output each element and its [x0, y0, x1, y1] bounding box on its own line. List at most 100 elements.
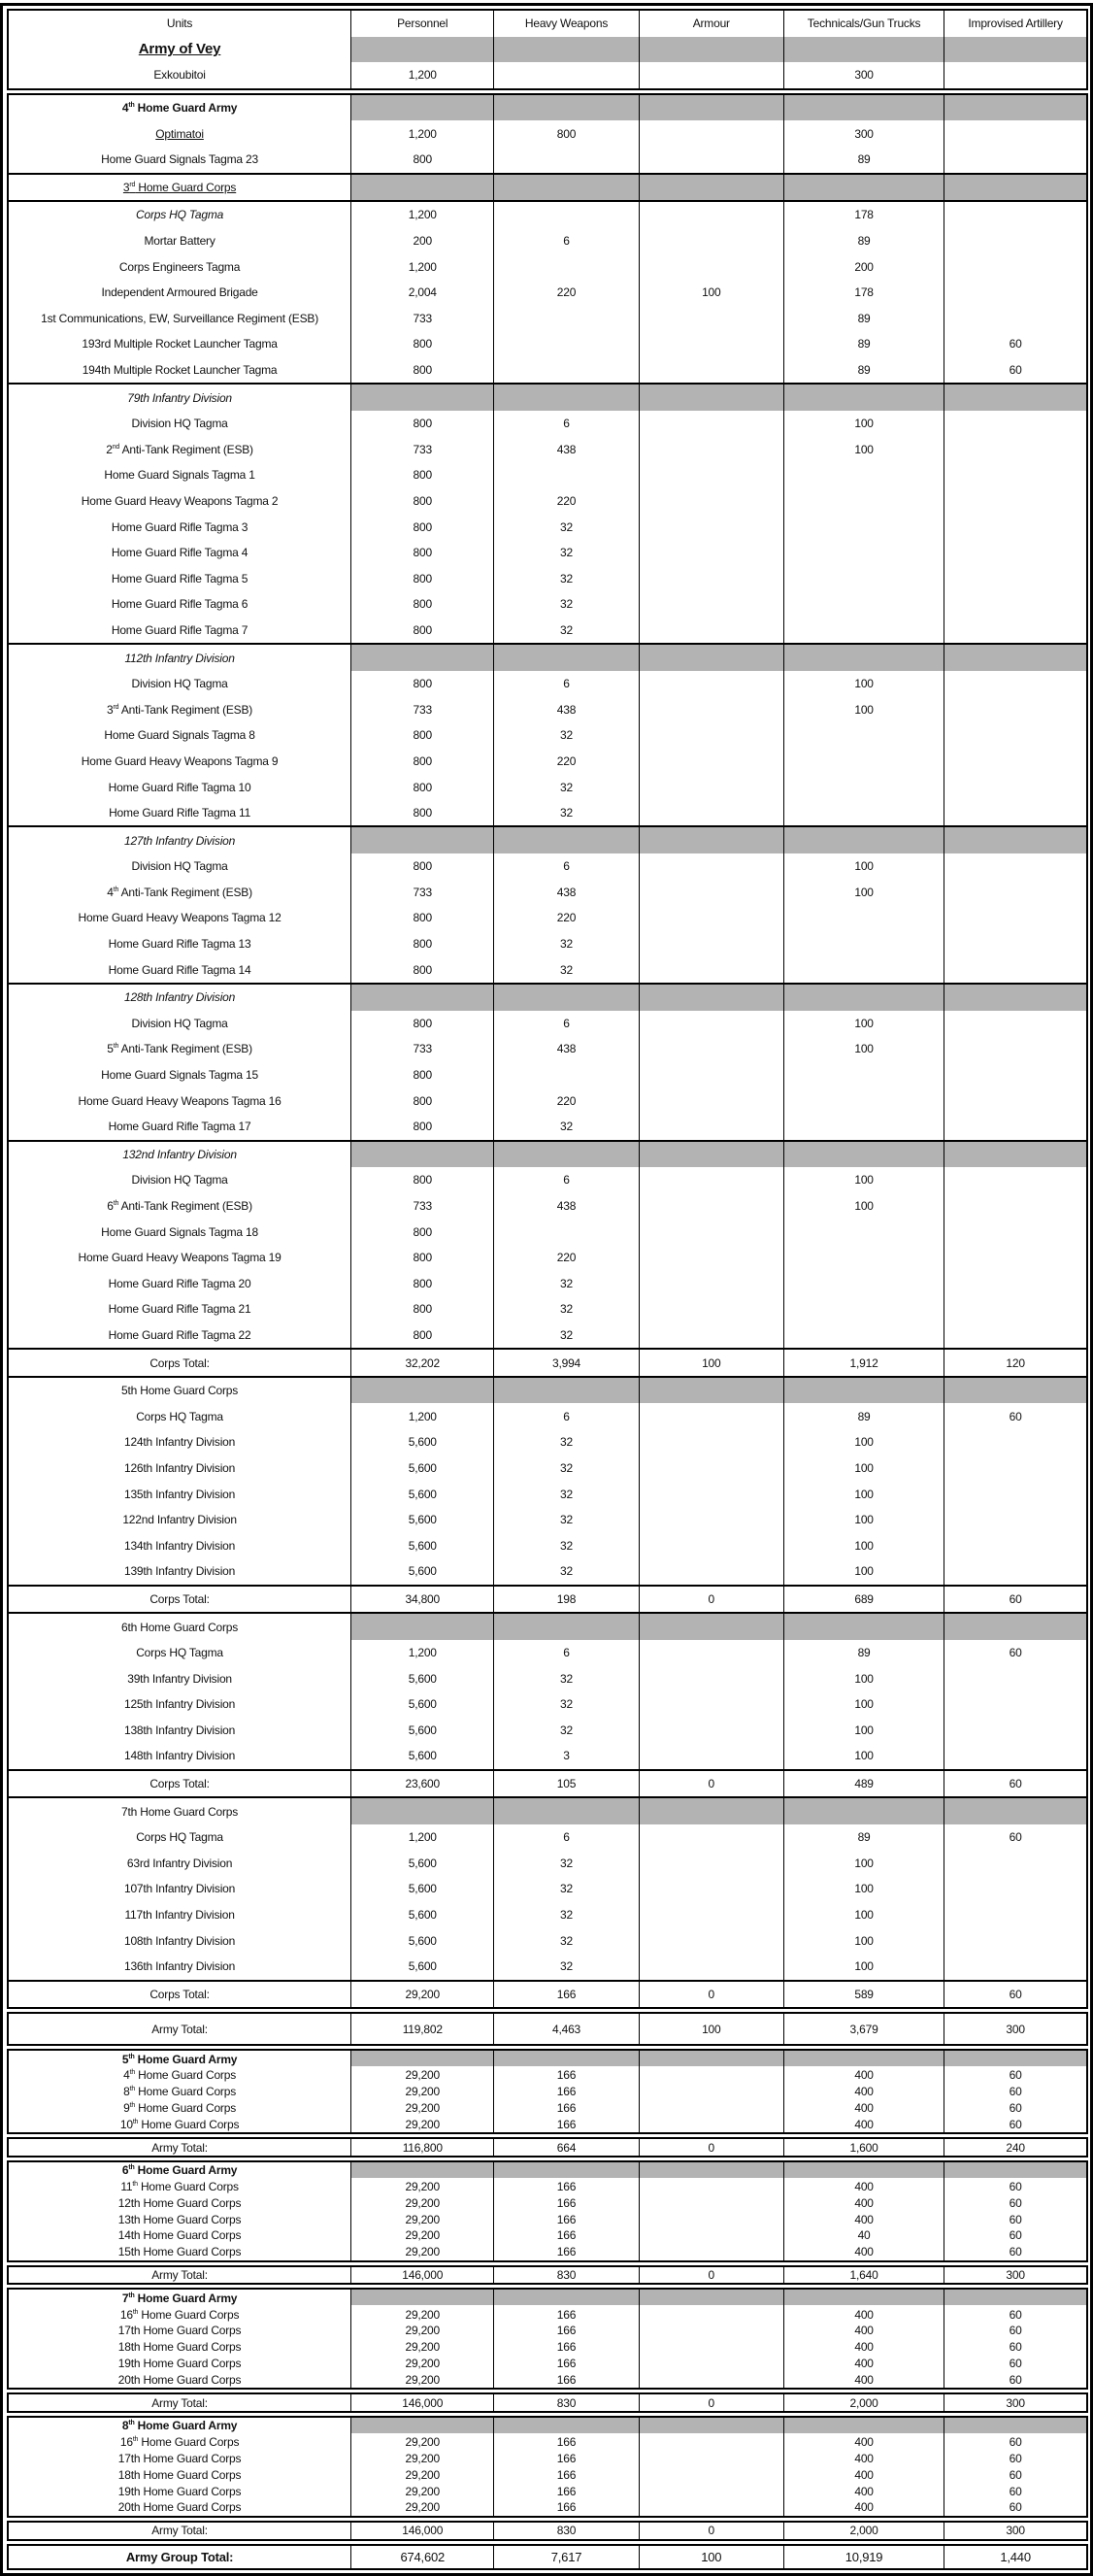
personnel-cell: 674,602 [350, 2544, 494, 2569]
heavy-weapons-cell: 32 [493, 591, 640, 618]
unit-name: 125th Infantry Division [8, 1691, 351, 1718]
table-row: Corps Engineers Tagma 1,200 200 [8, 253, 1087, 280]
technicals-cell: 2,000 [782, 2393, 944, 2413]
personnel-cell [350, 2050, 494, 2067]
armour-cell [638, 2243, 784, 2261]
heavy-weapons-cell: 800 [493, 120, 640, 147]
technicals-cell: 100 [782, 1455, 944, 1482]
improvised-artillery-cell [944, 1717, 1087, 1744]
improvised-artillery-cell [944, 93, 1087, 121]
improvised-artillery-cell [944, 62, 1087, 89]
armour-cell [638, 1113, 784, 1141]
unit-name-text: 18th Home Guard Corps [117, 2340, 242, 2355]
unit-name: 4th Anti-Tank Regiment (ESB) [8, 880, 351, 906]
unit-name: 5th Home Guard Army [8, 2050, 351, 2067]
technicals-cell [782, 774, 944, 800]
heavy-weapons-cell: 6 [493, 670, 640, 697]
personnel-cell: 800 [350, 1321, 494, 1350]
heavy-weapons-cell: 6 [493, 853, 640, 880]
group-heading-row: 5th Home Guard Corps [8, 1375, 1087, 1404]
unit-name-text: Division HQ Tagma [131, 1016, 228, 1030]
unit-name-text: Mortar Battery [144, 234, 215, 249]
technicals-cell: 100 [782, 410, 944, 437]
improvised-artillery-cell [944, 1612, 1087, 1640]
heavy-weapons-cell [493, 462, 640, 488]
group-heading-row: 132nd Infantry Division [8, 1139, 1087, 1168]
improvised-artillery-cell: 60 [944, 1768, 1087, 1798]
heavy-weapons-cell [493, 331, 640, 357]
unit-name-text: 4 [123, 2068, 130, 2083]
heavy-weapons-cell: 32 [493, 514, 640, 540]
technicals-cell [782, 1139, 944, 1168]
improvised-artillery-cell [944, 1244, 1087, 1271]
improvised-artillery-cell [944, 462, 1087, 488]
table-row: Home Guard Heavy Weapons Tagma 9 800 220 [8, 748, 1087, 775]
unit-name-text: 7th Home Guard Corps [121, 1804, 239, 1819]
armour-cell [638, 1691, 784, 1718]
technicals-cell [782, 172, 944, 202]
table-row: Home Guard Heavy Weapons Tagma 2 800 220 [8, 487, 1087, 515]
personnel-cell: 5,600 [350, 1953, 494, 1981]
armour-cell [638, 1010, 784, 1037]
improvised-artillery-cell: 60 [944, 2306, 1087, 2324]
improvised-artillery-cell [944, 2289, 1087, 2307]
group-heading-row: 6th Home Guard Corps [8, 1612, 1087, 1640]
personnel-cell: 800 [350, 1296, 494, 1322]
armour-cell [638, 1167, 784, 1193]
unit-name-text: Corps HQ Tagma [136, 1646, 223, 1660]
technicals-cell: 100 [782, 1532, 944, 1559]
column-header: Heavy Weapons [493, 10, 640, 37]
unit-name-text: 112th Infantry Division [124, 651, 235, 665]
armour-cell [638, 172, 784, 202]
personnel-cell: 5,600 [350, 1717, 494, 1744]
armour-cell [638, 200, 784, 228]
heavy-weapons-cell: 32 [493, 1113, 640, 1141]
technicals-cell [782, 905, 944, 931]
technicals-cell: 100 [782, 1927, 944, 1954]
improvised-artillery-cell [944, 905, 1087, 931]
unit-name: 14th Home Guard Corps [8, 2227, 351, 2244]
personnel-cell: 5,600 [350, 1532, 494, 1559]
technicals-cell: 400 [782, 2371, 944, 2390]
table-block: Army Total: 146,000 830 0 1,640 300 [7, 2264, 1088, 2286]
group-heading-row: 4th Home Guard Army [8, 93, 1087, 121]
unit-name-text: Home Guard Rifle Tagma 20 [108, 1276, 251, 1290]
unit-name: 12th Home Guard Corps [8, 2195, 351, 2212]
unit-name-text: Home Guard Army [134, 2291, 238, 2305]
armour-cell [638, 146, 784, 174]
armour-cell [638, 93, 784, 121]
table-row: 6th Anti-Tank Regiment (ESB) 733 438 100 [8, 1192, 1087, 1220]
improvised-artillery-cell [944, 2050, 1087, 2067]
unit-name-text: Home Guard Corps [138, 2117, 240, 2131]
unit-name-text: 127th Infantry Division [123, 833, 236, 848]
technicals-cell: 300 [782, 120, 944, 147]
heavy-weapons-cell: 7,617 [493, 2544, 640, 2569]
unit-name-text: Home Guard Army [134, 101, 238, 116]
technicals-cell: 100 [782, 696, 944, 723]
unit-name: Home Guard Rifle Tagma 5 [8, 565, 351, 591]
ordinal-suffix: th [113, 1200, 119, 1208]
armour-cell [638, 1796, 784, 1824]
heavy-weapons-cell: 166 [493, 2483, 640, 2500]
improvised-artillery-cell [944, 487, 1087, 515]
armour-cell [638, 2227, 784, 2244]
heavy-weapons-cell: 166 [493, 2433, 640, 2451]
heavy-weapons-cell: 32 [493, 774, 640, 800]
heavy-weapons-cell: 32 [493, 956, 640, 984]
ordinal-suffix: th [129, 2069, 136, 2077]
heavy-weapons-cell [493, 1796, 640, 1824]
unit-name: Army Total: [8, 2013, 351, 2045]
technicals-cell [782, 1244, 944, 1271]
improvised-artillery-cell [944, 1850, 1087, 1877]
armour-cell: 0 [638, 2393, 784, 2413]
personnel-cell: 29,200 [350, 2066, 494, 2084]
heavy-weapons-cell: 32 [493, 1850, 640, 1877]
technicals-cell: 400 [782, 2116, 944, 2134]
column-header-row: Units Personnel Heavy Weapons Armour Technic… [8, 10, 1087, 37]
personnel-cell: 29,200 [350, 2371, 494, 2390]
improvised-artillery-cell: 60 [944, 2178, 1087, 2195]
unit-name-text: 3 [107, 702, 114, 717]
unit-name-text: 8 [121, 2419, 129, 2433]
unit-name-text: Home Guard Corps [137, 2180, 239, 2194]
armour-cell: 0 [638, 2138, 784, 2157]
